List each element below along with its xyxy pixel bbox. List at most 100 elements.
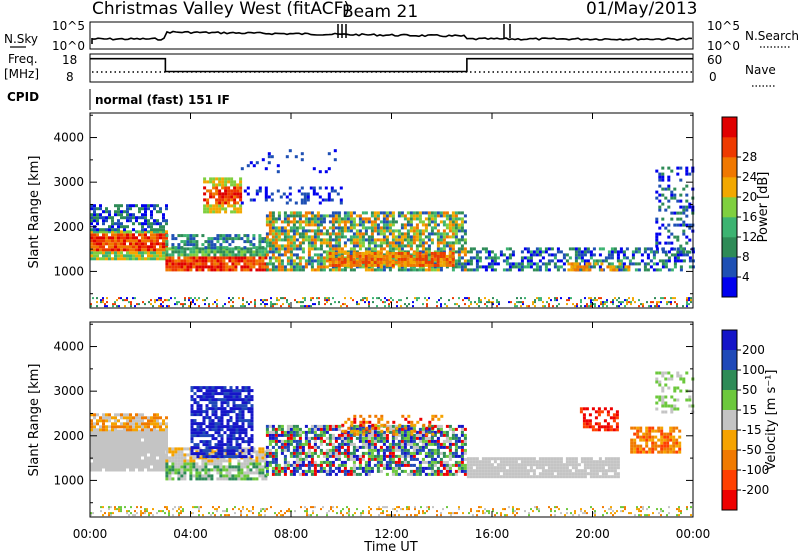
range-cell (300, 305, 302, 308)
range-cell (220, 407, 224, 411)
range-cell (400, 427, 404, 431)
range-cell (138, 425, 141, 429)
range-cell (252, 447, 256, 451)
range-cell (397, 257, 401, 261)
range-cell (421, 460, 425, 464)
range-cell (201, 234, 205, 238)
range-cell (446, 305, 448, 308)
range-cell (196, 299, 198, 302)
range-cell (111, 245, 114, 249)
range-cell (254, 303, 256, 306)
range-cell (102, 233, 105, 237)
range-cell (322, 259, 326, 263)
range-cell (123, 233, 126, 237)
range-cell (646, 262, 650, 266)
range-cell (643, 262, 647, 266)
range-cell (454, 303, 456, 306)
range-cell (412, 305, 414, 308)
range-cell (126, 299, 128, 302)
range-cell (141, 222, 144, 226)
range-cell (409, 469, 413, 473)
range-cell (261, 459, 265, 463)
range-cell (577, 250, 581, 254)
range-cell (400, 257, 404, 261)
range-cell (316, 469, 320, 473)
range-cell (102, 444, 105, 448)
range-cell (334, 244, 338, 248)
range-cell (331, 238, 335, 242)
range-cell (368, 305, 370, 308)
range-cell (298, 436, 302, 440)
range-cell (236, 201, 240, 205)
range-cell (436, 460, 440, 464)
range-cell (280, 226, 284, 230)
range-cell (276, 299, 278, 302)
range-cell (199, 413, 203, 417)
range-cell (415, 466, 419, 470)
range-cell (316, 424, 320, 428)
range-cell (261, 262, 265, 266)
range-cell (661, 259, 665, 263)
range-cell (142, 301, 144, 304)
range-cell (198, 465, 202, 469)
range-cell (216, 468, 220, 472)
range-cell (585, 262, 589, 266)
range-cell (391, 214, 395, 218)
range-cell (355, 263, 359, 267)
range-cell (382, 436, 386, 440)
range-cell (322, 433, 326, 437)
range-cell (592, 247, 596, 251)
range-cell (535, 247, 539, 251)
range-cell (117, 419, 120, 423)
range-cell (606, 299, 608, 302)
range-cell (670, 217, 674, 221)
range-cell (382, 448, 386, 452)
range-cell (361, 454, 365, 458)
range-cell (141, 419, 144, 423)
range-cell (211, 389, 215, 393)
range-cell (132, 441, 135, 445)
range-cell (388, 247, 392, 251)
range-cell (217, 425, 221, 429)
range-cell (310, 469, 314, 473)
range-cell (147, 450, 150, 454)
range-cell (373, 457, 377, 461)
range-cell (165, 471, 169, 475)
range-cell (141, 251, 144, 255)
range-cell (205, 407, 209, 411)
range-cell (250, 422, 254, 426)
range-cell (241, 407, 245, 411)
range-cell (120, 297, 122, 300)
range-cell (138, 447, 141, 451)
range-cell (583, 247, 587, 251)
range-cell (218, 189, 222, 193)
range-cell (463, 229, 467, 233)
range-cell (138, 216, 141, 220)
range-cell (105, 450, 108, 454)
range-cell (159, 245, 162, 249)
range-cell (331, 268, 335, 272)
range-cell (124, 305, 126, 308)
range-cell (201, 256, 205, 260)
range-cell (421, 238, 425, 242)
range-cell (244, 386, 248, 390)
range-cell (679, 193, 683, 197)
range-cell (102, 222, 105, 226)
range-cell (105, 419, 108, 423)
range-cell (111, 248, 114, 252)
range-cell (147, 245, 150, 249)
range-cell (224, 180, 228, 184)
range-cell (451, 211, 455, 215)
range-cell (397, 442, 401, 446)
range-cell (114, 447, 117, 451)
range-cell (206, 198, 210, 202)
range-cell (232, 431, 236, 435)
range-cell (400, 247, 404, 251)
range-cell (207, 250, 211, 254)
range-cell (590, 299, 592, 302)
range-cell (478, 301, 480, 304)
range-cell (117, 222, 120, 226)
range-cell (445, 211, 449, 215)
range-cell (598, 259, 602, 263)
range-cell (322, 262, 326, 266)
